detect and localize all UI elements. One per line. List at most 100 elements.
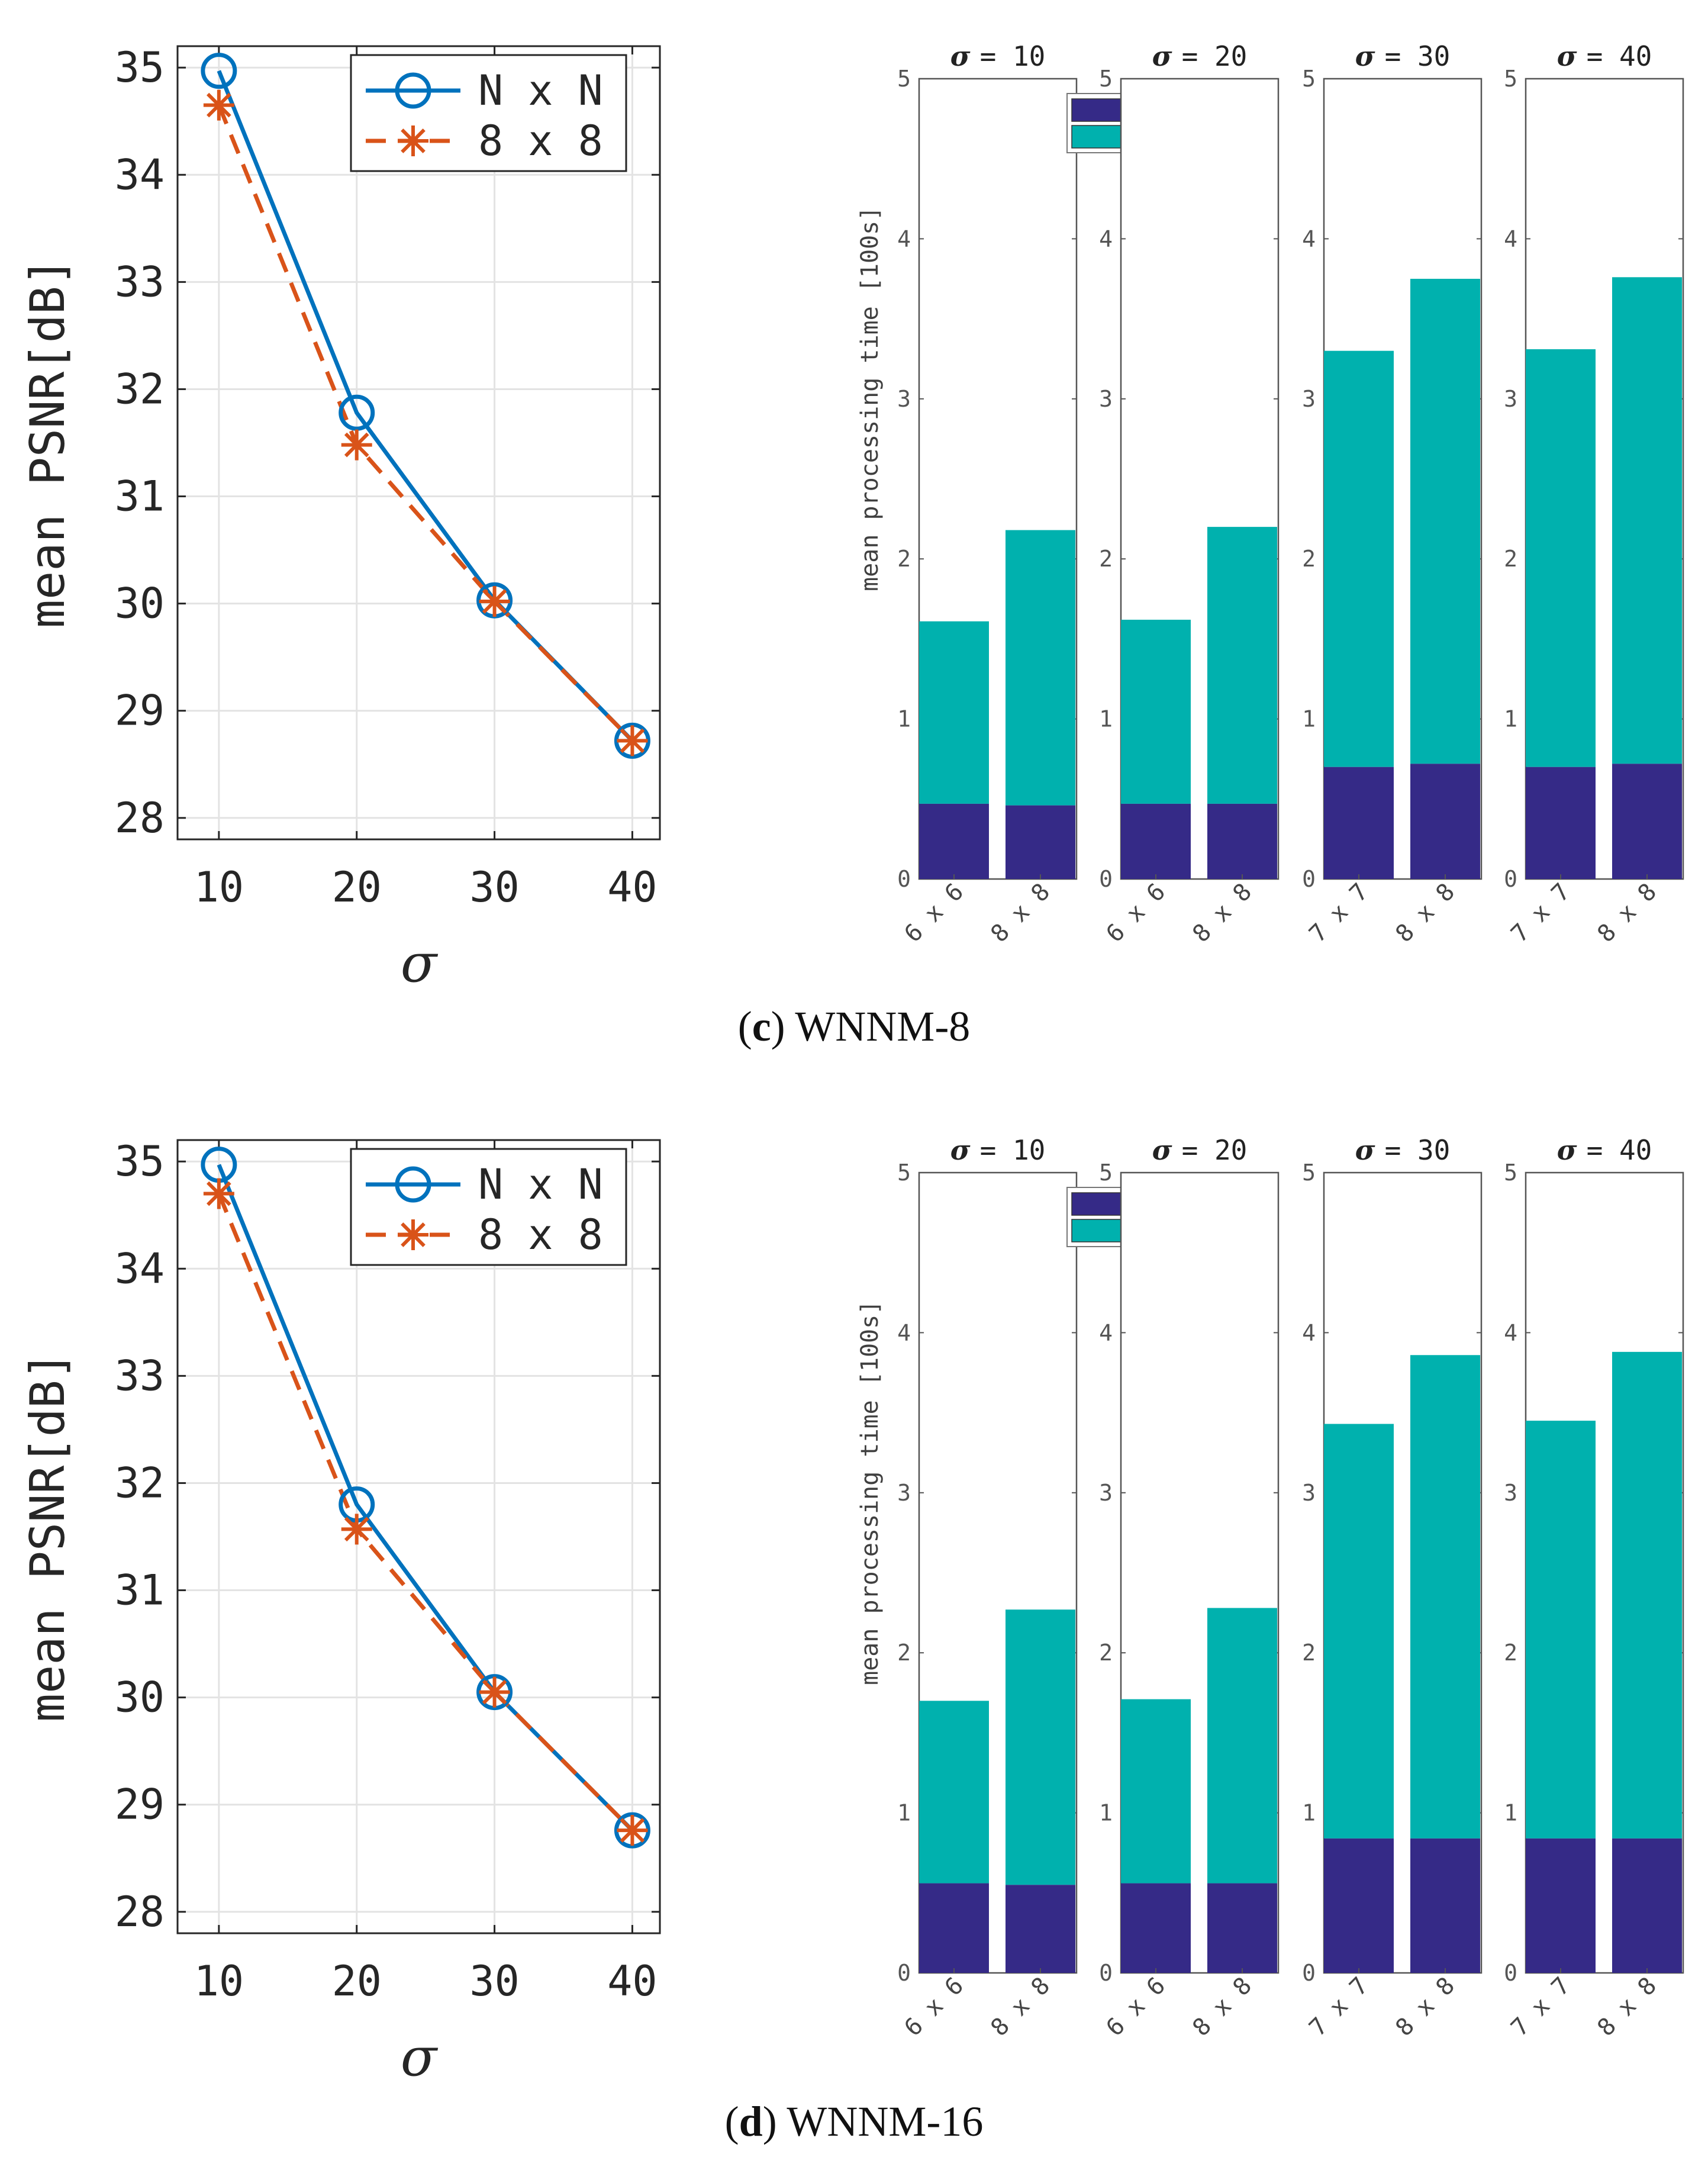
data-point-8x8 xyxy=(203,89,234,121)
x-tick-label: 20 xyxy=(332,1957,382,2005)
y-tick-label: 0 xyxy=(1099,1960,1113,1986)
y-tick-label: 4 xyxy=(1504,1319,1517,1345)
caption-close: ) xyxy=(763,2098,787,2145)
data-point-8x8 xyxy=(479,586,510,617)
bar-matching xyxy=(1324,767,1394,879)
y-tick-label: 5 xyxy=(897,66,911,92)
data-point-8x8 xyxy=(479,1676,510,1708)
y-tick-label: 5 xyxy=(897,1160,911,1186)
y-tick-label: 2 xyxy=(897,1640,911,1666)
bar-matching xyxy=(919,1883,989,1973)
y-tick-label: 0 xyxy=(1302,1960,1316,1986)
y-tick-label: 29 xyxy=(115,1781,165,1829)
y-tick-label: 3 xyxy=(1302,1480,1316,1506)
legend-label-nxn: N x N xyxy=(478,66,603,115)
caption-open: ( xyxy=(738,1003,752,1050)
bar-matching xyxy=(1121,1883,1191,1973)
bar-matching xyxy=(1612,764,1682,879)
title-value: = 20 xyxy=(1182,1134,1248,1166)
y-tick-label: 1 xyxy=(897,1800,911,1826)
bar-matching xyxy=(1410,1838,1480,1973)
y-tick-label: 5 xyxy=(1504,1160,1517,1186)
psnr-chart: 28 29 30 31 32 33 34 35 10 20 30 40 mean PSNR[dB] σ N … xyxy=(20,1137,661,2088)
data-point-nxn xyxy=(614,1812,650,1849)
plot-area xyxy=(178,46,660,839)
y-tick-label: 1 xyxy=(897,706,911,732)
bar-matching xyxy=(1006,1885,1075,1973)
y-tick-label: 4 xyxy=(897,226,911,252)
legend-swatch-matching xyxy=(1071,98,1127,122)
bar-others xyxy=(1324,350,1394,767)
y-tick-label: 4 xyxy=(1302,1319,1316,1345)
caption-letter: d xyxy=(739,2098,763,2145)
bar-matching xyxy=(1006,805,1075,879)
y-tick-label: 29 xyxy=(115,687,165,735)
asterisk-stroke xyxy=(482,589,507,614)
bar-matching xyxy=(1121,803,1191,879)
y-tick-label: 5 xyxy=(1302,66,1316,92)
bar-matching xyxy=(1612,1838,1682,1973)
bar-matching xyxy=(919,803,989,879)
y-tick-label: 1 xyxy=(1302,1800,1316,1826)
bar-others xyxy=(919,1701,989,1884)
title-sigma: σ xyxy=(1557,40,1577,72)
subplot-title: σ = 30 xyxy=(1355,1134,1451,1166)
psnr-chart: 28 29 30 31 32 33 34 35 10 20 30 40 mean PSNR[dB] σ N … xyxy=(20,43,661,994)
data-point-nxn xyxy=(339,394,375,431)
caption-open: ( xyxy=(725,2098,739,2145)
figure-caption: (c) WNNM-8 xyxy=(738,1003,971,1050)
y-tick-label: 1 xyxy=(1504,706,1517,732)
y-tick-label: 1 xyxy=(1099,706,1113,732)
title-sigma: σ xyxy=(950,40,971,72)
time-y-axis-label: mean processing time [100s] xyxy=(856,1300,884,1685)
y-tick-label: 5 xyxy=(1099,1160,1113,1186)
x-tick-label: 30 xyxy=(469,1957,519,2005)
y-tick-label: 4 xyxy=(1099,226,1113,252)
y-tick-label: 0 xyxy=(1099,866,1113,892)
data-point-8x8 xyxy=(617,725,648,756)
y-tick-label: 2 xyxy=(1302,546,1316,572)
title-value: = 40 xyxy=(1587,1134,1652,1166)
legend-label-8x8: 8 x 8 xyxy=(478,117,603,165)
title-value: = 10 xyxy=(980,1134,1046,1166)
bar-others xyxy=(919,621,989,804)
data-point-8x8 xyxy=(203,1178,234,1209)
y-tick-label: 5 xyxy=(1504,66,1517,92)
y-tick-label: 3 xyxy=(1302,386,1316,412)
y-tick-label: 3 xyxy=(1504,386,1517,412)
bar-others xyxy=(1526,349,1596,767)
y-tick-label: 2 xyxy=(897,546,911,572)
y-tick-label: 1 xyxy=(1099,1800,1113,1826)
series-line-8x8 xyxy=(217,1193,634,1832)
y-axis-label: mean PSNR[dB] xyxy=(20,1351,75,1722)
x-tick-label: 10 xyxy=(194,863,244,912)
asterisk-stroke xyxy=(401,1222,426,1247)
y-tick-label: 3 xyxy=(897,386,911,412)
y-tick-label: 4 xyxy=(1099,1319,1113,1345)
x-tick-label: 40 xyxy=(607,1957,657,2005)
y-tick-label: 35 xyxy=(115,43,165,92)
x-tick-label: 8 x 8 xyxy=(1187,878,1257,948)
legend-marker-nxn xyxy=(395,72,431,109)
title-sigma: σ xyxy=(1355,1134,1375,1166)
title-sigma: σ xyxy=(1355,40,1375,72)
x-tick-label: 8 x 8 xyxy=(1390,1972,1460,2042)
y-tick-label: 28 xyxy=(115,1888,165,1936)
legend-marker-8x8 xyxy=(398,1219,428,1250)
bar-others xyxy=(1006,1609,1075,1885)
y-tick-label: 2 xyxy=(1504,1640,1517,1666)
legend-marker-8x8 xyxy=(398,125,428,156)
subplot-title: σ = 20 xyxy=(1152,1134,1248,1166)
x-tick-label: 8 x 8 xyxy=(1390,878,1460,948)
asterisk-stroke xyxy=(207,92,231,118)
series-line-8x8 xyxy=(217,104,634,742)
data-point-nxn xyxy=(476,1674,513,1711)
y-tick-label: 5 xyxy=(1302,1160,1316,1186)
y-tick-label: 33 xyxy=(115,257,165,306)
legend-swatch-others xyxy=(1071,125,1127,149)
caption-text: WNNM-16 xyxy=(787,2098,983,2145)
legend-swatch-matching xyxy=(1071,1192,1127,1216)
subplot-title: σ = 30 xyxy=(1355,40,1451,72)
